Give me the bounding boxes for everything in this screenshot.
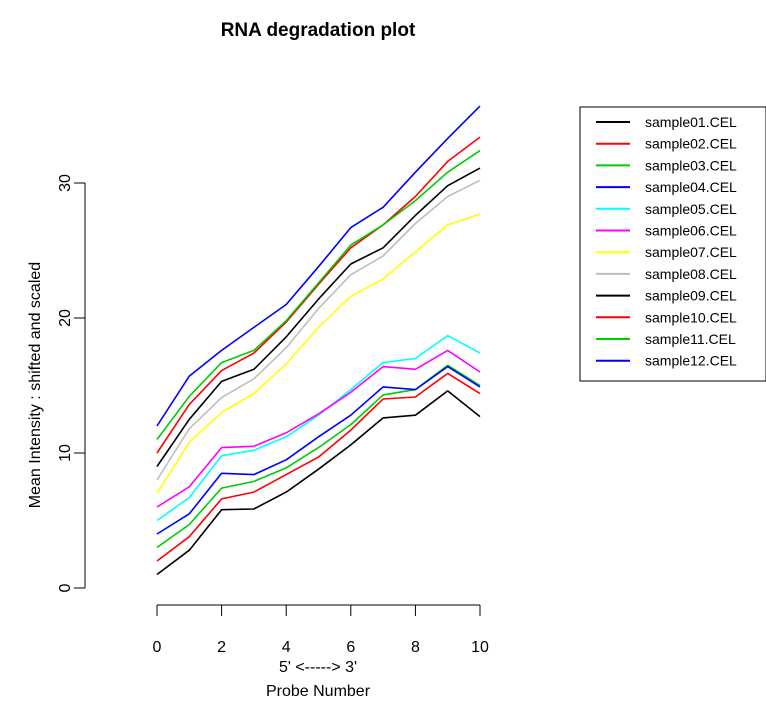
legend-label: sample02.CEL	[645, 136, 737, 152]
legend: sample01.CEL sample02.CEL sample03.CEL samp…	[579, 106, 766, 382]
x-tick-label: 10	[471, 639, 489, 656]
series-line-sample11-cel	[156, 149, 481, 440]
legend-label: sample11.CEL	[645, 331, 736, 347]
legend-label: sample10.CEL	[645, 309, 737, 325]
x-axis: 0 2 4 6 8 10	[153, 604, 489, 656]
y-tick-label: 20	[57, 309, 74, 327]
legend-label: sample08.CEL	[645, 266, 737, 282]
series-line-sample02-cel	[156, 372, 481, 562]
legend-label: sample05.CEL	[645, 201, 737, 217]
y-tick-label: 0	[57, 583, 74, 592]
series-line-sample05-cel	[156, 334, 481, 522]
series-line-sample04-cel	[156, 365, 481, 535]
legend-label: sample04.CEL	[645, 179, 737, 195]
x-tick-label: 0	[153, 639, 162, 656]
x-tick-label: 8	[411, 639, 420, 656]
chart-title: RNA degradation plot	[221, 20, 416, 41]
legend-box	[579, 106, 766, 382]
legend-label: sample01.CEL	[645, 114, 737, 130]
series-line-sample09-cel	[156, 167, 481, 467]
legend-label: sample03.CEL	[645, 157, 737, 173]
legend-label: sample07.CEL	[645, 244, 737, 260]
series-line-sample10-cel	[156, 136, 481, 454]
series-line-sample12-cel	[156, 105, 481, 427]
x-tick-label: 4	[282, 639, 291, 656]
legend-label: sample12.CEL	[645, 353, 737, 369]
legend-label: sample06.CEL	[645, 223, 737, 239]
x-tick-label: 6	[346, 639, 355, 656]
series-line-sample08-cel	[156, 179, 481, 481]
series-line-sample07-cel	[156, 213, 481, 494]
series-line-sample06-cel	[156, 349, 481, 508]
x-tick-label: 2	[217, 639, 226, 656]
y-axis: 0 10 20 30	[57, 174, 86, 592]
y-tick-label: 30	[57, 174, 74, 192]
y-tick-label: 10	[57, 444, 74, 462]
series-line-sample01-cel	[156, 390, 481, 576]
plot-lines	[156, 105, 481, 576]
x-axis-label-2: Probe Number	[266, 683, 371, 700]
y-axis-label: Mean Intensity : shifted and scaled	[27, 262, 44, 508]
legend-label: sample09.CEL	[645, 288, 737, 304]
x-axis-label: 5' <-----> 3'	[279, 659, 357, 676]
